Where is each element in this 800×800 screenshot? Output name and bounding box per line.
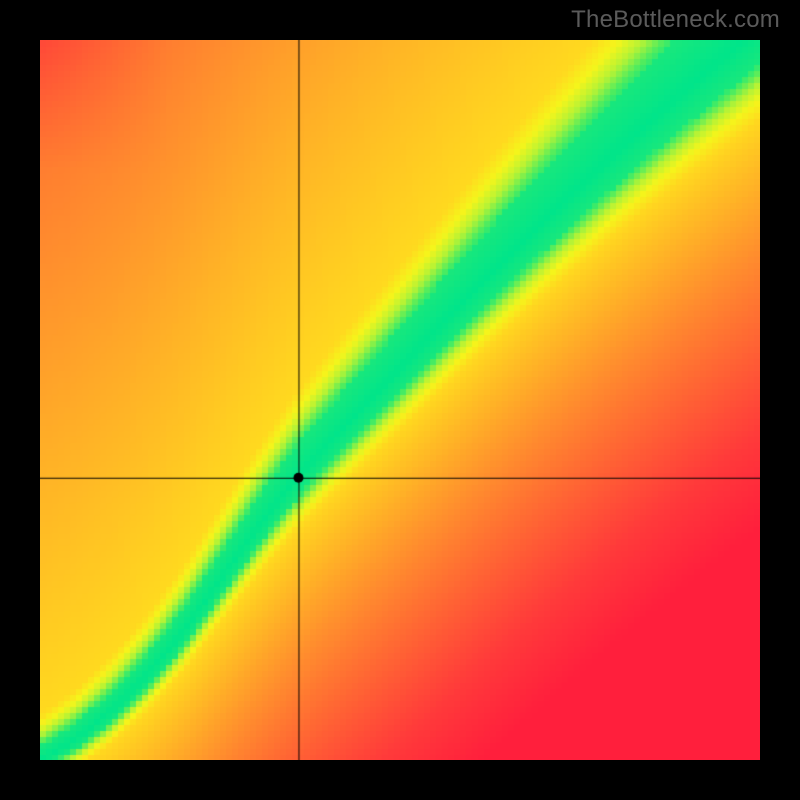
chart-container: TheBottleneck.com xyxy=(0,0,800,800)
plot-area xyxy=(40,40,760,760)
heatmap-canvas xyxy=(40,40,760,760)
watermark-text: TheBottleneck.com xyxy=(571,6,780,34)
